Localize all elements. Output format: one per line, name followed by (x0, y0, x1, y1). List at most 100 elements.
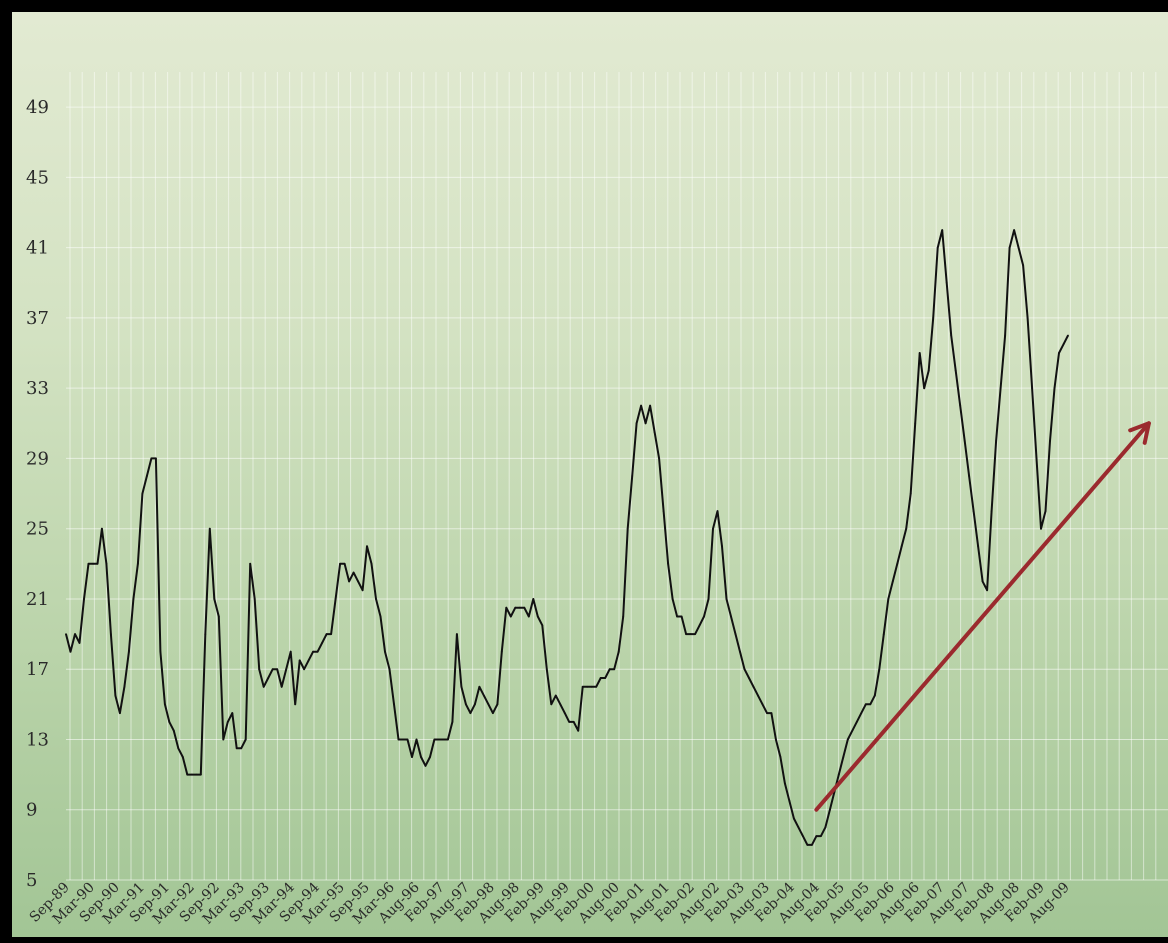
data-point (1035, 457, 1038, 460)
data-point (617, 650, 620, 653)
data-point (415, 738, 418, 741)
data-point (199, 773, 202, 776)
data-point (294, 703, 297, 706)
y-tick-label: 21 (26, 589, 49, 610)
data-point (357, 580, 359, 583)
data-point (734, 633, 737, 635)
data-point (1058, 352, 1060, 354)
data-point (460, 685, 463, 688)
data-point (114, 694, 117, 697)
data-point (204, 633, 207, 635)
data-point (644, 422, 647, 425)
data-point (478, 685, 481, 688)
data-point (1062, 343, 1065, 346)
data-point (123, 685, 126, 688)
data-point (429, 756, 431, 758)
data-point (289, 650, 292, 653)
data-point (240, 747, 243, 750)
data-point (999, 387, 1002, 390)
data-point (226, 721, 229, 723)
data-point (577, 729, 580, 732)
data-point (793, 817, 795, 820)
data-point (536, 615, 539, 618)
data-point (496, 703, 499, 706)
data-point (155, 457, 157, 460)
x-axis-ticks: Sep-89Mar-90Sep-90Mar-91Sep-91Mar-92Sep-… (27, 879, 1073, 927)
data-point (541, 624, 544, 627)
grid-lines (66, 72, 1168, 881)
data-point (1040, 527, 1042, 530)
data-point (1022, 264, 1024, 267)
data-point (568, 721, 571, 723)
data-point (959, 404, 962, 407)
data-point (707, 598, 710, 600)
data-point (604, 677, 607, 679)
data-point (249, 562, 252, 565)
data-point (181, 756, 184, 758)
data-point (177, 747, 180, 750)
y-tick-label: 49 (26, 97, 49, 118)
data-point (132, 598, 135, 600)
data-point (766, 712, 768, 714)
data-point (622, 615, 625, 618)
data-point (370, 562, 373, 565)
data-point (465, 703, 467, 706)
data-point (545, 668, 548, 671)
data-point (352, 571, 355, 574)
data-point (438, 738, 440, 741)
data-point (995, 440, 997, 442)
data-point (231, 712, 234, 714)
data-point (253, 598, 256, 600)
data-point (348, 580, 350, 583)
data-point (213, 598, 216, 600)
annotation-layer (814, 421, 1151, 812)
data-point (743, 668, 746, 671)
data-point (977, 545, 979, 548)
data-point (420, 756, 422, 758)
data-point (379, 615, 382, 618)
data-point (739, 650, 741, 653)
data-point (680, 615, 683, 618)
y-tick-label: 41 (26, 238, 49, 259)
data-point (837, 773, 840, 776)
data-point (725, 598, 728, 600)
data-point (950, 334, 953, 337)
data-point (990, 510, 993, 512)
data-point (770, 712, 773, 714)
data-point (932, 317, 935, 319)
data-point (608, 668, 611, 671)
data-point (307, 659, 310, 662)
data-point (653, 431, 656, 433)
data-point (1017, 246, 1020, 249)
data-point (456, 633, 458, 635)
data-point (730, 615, 732, 618)
data-point (784, 782, 786, 785)
data-point (375, 598, 377, 600)
data-point (676, 615, 678, 618)
data-point (936, 246, 939, 249)
data-point (492, 712, 494, 714)
data-point (748, 677, 750, 679)
data-point (779, 756, 782, 758)
data-point (330, 633, 332, 635)
data-point (873, 694, 876, 697)
data-point (864, 703, 867, 706)
data-point (509, 615, 512, 618)
data-point (361, 589, 364, 592)
data-point (505, 606, 508, 609)
data-point (186, 773, 189, 776)
data-point (137, 562, 139, 565)
data-point (824, 826, 827, 829)
data-point (78, 642, 81, 644)
data-point (1008, 246, 1011, 249)
data-point (550, 703, 553, 706)
data-point (532, 598, 535, 600)
data-point (325, 633, 328, 635)
data-point (190, 773, 193, 776)
data-point (1026, 317, 1029, 319)
data-point (469, 712, 472, 714)
y-tick-label: 17 (26, 659, 49, 680)
data-point (797, 826, 800, 829)
data-point (599, 677, 602, 679)
data-point (523, 606, 526, 609)
